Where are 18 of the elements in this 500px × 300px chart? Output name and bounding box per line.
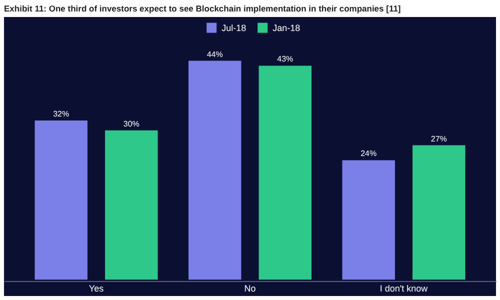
legend-label: Jul-18 (222, 22, 246, 33)
bar (188, 60, 242, 280)
data-label: 44% (206, 50, 223, 59)
x-tick-label: No (244, 284, 256, 294)
bar (34, 120, 88, 280)
x-tick-label: Yes (88, 284, 104, 294)
data-label: 32% (53, 109, 70, 118)
data-label: 24% (360, 149, 377, 158)
data-label: 30% (123, 119, 140, 128)
bar (105, 130, 158, 280)
x-tick-label: I don't know (380, 284, 428, 294)
chart-title: Exhibit 11: One third of investors expect to see Blockchain implementation in their companies [11] (4, 4, 401, 14)
bar (342, 160, 395, 280)
legend-label: Jan-18 (272, 22, 300, 33)
data-label: 43% (277, 54, 294, 64)
data-label: 27% (430, 134, 447, 144)
bar (258, 66, 312, 280)
bar (412, 145, 466, 280)
